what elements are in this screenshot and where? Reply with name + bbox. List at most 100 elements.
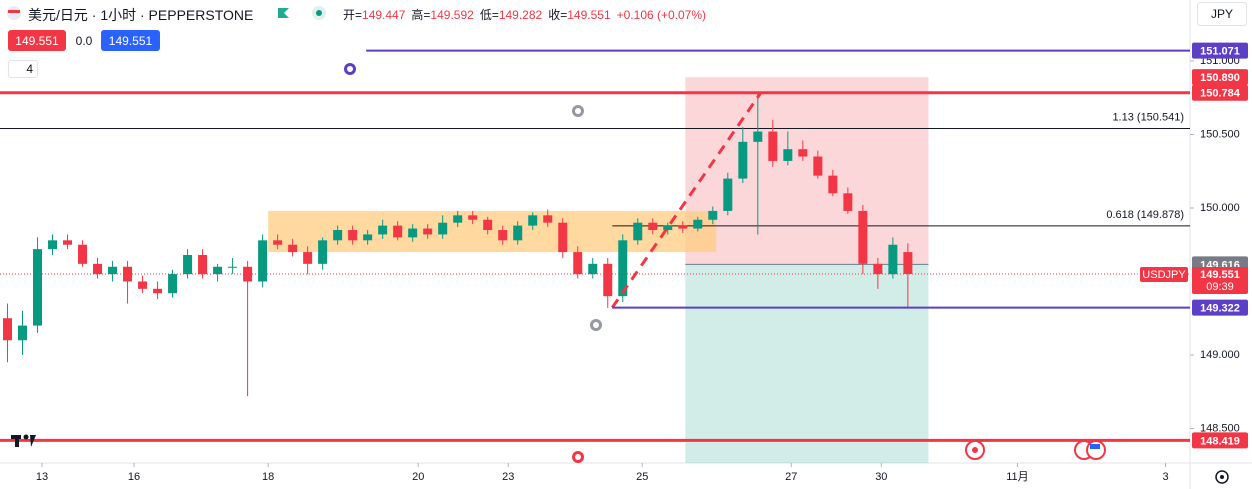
stop-zone bbox=[685, 77, 929, 265]
candle-body bbox=[108, 266, 118, 275]
ohlc-value: 149.592 bbox=[430, 8, 474, 22]
candle-body bbox=[633, 222, 643, 241]
y-tick-label: 149.000 bbox=[1200, 349, 1240, 361]
symbol-title[interactable]: 美元/日元 · 1小时 · PEPPERSTONE bbox=[28, 7, 254, 23]
candle-body bbox=[483, 219, 493, 231]
countdown: 09:39 bbox=[1206, 281, 1234, 293]
level-price-label-text: 148.419 bbox=[1200, 435, 1240, 447]
candle-body bbox=[723, 178, 733, 211]
ohlc-value: 149.282 bbox=[498, 8, 543, 22]
candle-body bbox=[303, 252, 313, 264]
candle-body bbox=[153, 288, 163, 294]
candle-body bbox=[288, 244, 298, 253]
candle-body bbox=[708, 210, 718, 220]
level-price-label: 150.784 bbox=[1192, 84, 1248, 101]
candle-body bbox=[873, 263, 883, 275]
y-tick-label: 150.500 bbox=[1200, 128, 1240, 140]
indicator-count[interactable]: 4 bbox=[8, 60, 38, 78]
ohlc-label: 开= bbox=[343, 8, 363, 22]
candle-body bbox=[378, 225, 388, 235]
candle-body bbox=[333, 230, 343, 241]
candle-body bbox=[453, 215, 463, 223]
candle-body bbox=[798, 149, 808, 157]
candle-body bbox=[558, 222, 568, 253]
candle-body bbox=[528, 215, 538, 226]
candle-body bbox=[888, 244, 898, 275]
symbol-tag-bg bbox=[1140, 266, 1188, 282]
candle-body bbox=[393, 225, 403, 238]
spread: 0.0 bbox=[75, 33, 93, 48]
candle-body bbox=[318, 240, 328, 264]
level-price-label: 151.071 bbox=[1192, 42, 1248, 59]
candle-body bbox=[408, 228, 418, 238]
level-price-label: 148.419 bbox=[1192, 432, 1248, 449]
level-price-label-bg bbox=[1192, 299, 1248, 316]
x-tick-label: 20 bbox=[412, 471, 424, 483]
candle-body bbox=[213, 266, 223, 275]
ohlc-label: 低= bbox=[479, 8, 499, 22]
candle-body bbox=[183, 255, 193, 275]
candle-body bbox=[618, 240, 628, 297]
trend-line bbox=[611, 91, 763, 309]
ohlc-item: 开=149.447 bbox=[343, 8, 405, 22]
candle-body bbox=[198, 255, 208, 275]
fib-label: 0.618 (149.878) bbox=[1106, 209, 1184, 221]
currency-button[interactable]: JPY bbox=[1197, 2, 1247, 26]
last-price-label: 149.551 bbox=[1200, 269, 1240, 281]
stop-price-label: 150.890 bbox=[1192, 69, 1248, 86]
y-tick-label: 148.500 bbox=[1200, 422, 1240, 434]
last-price-bg bbox=[1192, 266, 1248, 294]
buy-button[interactable]: 149.551 bbox=[101, 30, 160, 51]
candle-body bbox=[843, 193, 853, 211]
candle-body bbox=[138, 281, 148, 289]
candle-body bbox=[168, 274, 178, 294]
ohlc-label: 收= bbox=[548, 8, 568, 22]
candle-body bbox=[228, 266, 238, 268]
candle-body bbox=[648, 222, 658, 231]
symbol-tag: USDJPY bbox=[1142, 269, 1186, 281]
candle-body bbox=[123, 266, 133, 282]
candle-body bbox=[603, 263, 613, 297]
level-price-label-bg bbox=[1192, 432, 1248, 449]
x-tick-label: 16 bbox=[128, 471, 140, 483]
level-price-label-text: 151.071 bbox=[1200, 45, 1240, 57]
sell-button[interactable]: 149.551 bbox=[8, 30, 66, 51]
level-price-label: 149.322 bbox=[1192, 299, 1248, 316]
ohlc-item: 高=149.592 bbox=[411, 8, 473, 22]
x-tick-label: 11月 bbox=[1006, 471, 1028, 483]
candle-body bbox=[858, 210, 868, 264]
candle-body bbox=[33, 249, 43, 326]
candle-body bbox=[498, 230, 508, 241]
fib-label: 1.13 (150.541) bbox=[1112, 111, 1184, 123]
level-price-label-text: 149.322 bbox=[1200, 303, 1240, 315]
candle-body bbox=[678, 225, 688, 229]
candle-body bbox=[783, 149, 793, 161]
target-zone bbox=[685, 264, 929, 463]
candle-body bbox=[738, 141, 748, 179]
level-price-label-bg bbox=[1192, 84, 1248, 101]
candle-body bbox=[813, 156, 823, 176]
candle-body bbox=[48, 240, 58, 250]
candle-body bbox=[243, 266, 253, 282]
x-tick-label: 18 bbox=[262, 471, 274, 483]
candle-body bbox=[63, 240, 73, 245]
candle-body bbox=[828, 175, 838, 194]
candle-body bbox=[273, 240, 283, 245]
ohlc-item: 低=149.282 bbox=[480, 8, 542, 22]
candle-body bbox=[18, 325, 28, 341]
x-tick-label: 23 bbox=[502, 471, 514, 483]
candle-body bbox=[693, 219, 703, 229]
candle-body bbox=[573, 252, 583, 275]
candle-body bbox=[3, 318, 13, 341]
candle-body bbox=[588, 263, 598, 275]
candle-body bbox=[423, 228, 433, 235]
candle-body bbox=[348, 230, 358, 241]
ohlc-legend: 开=149.447 高=149.592 低=149.282 收=149.551 +0.1… bbox=[343, 6, 706, 23]
x-tick-label: 30 bbox=[875, 471, 887, 483]
ohlc-item: 收=149.551 bbox=[548, 8, 610, 22]
stop-price-label-bg bbox=[1192, 69, 1248, 86]
candle-body bbox=[78, 244, 88, 264]
candle-body bbox=[468, 215, 478, 220]
